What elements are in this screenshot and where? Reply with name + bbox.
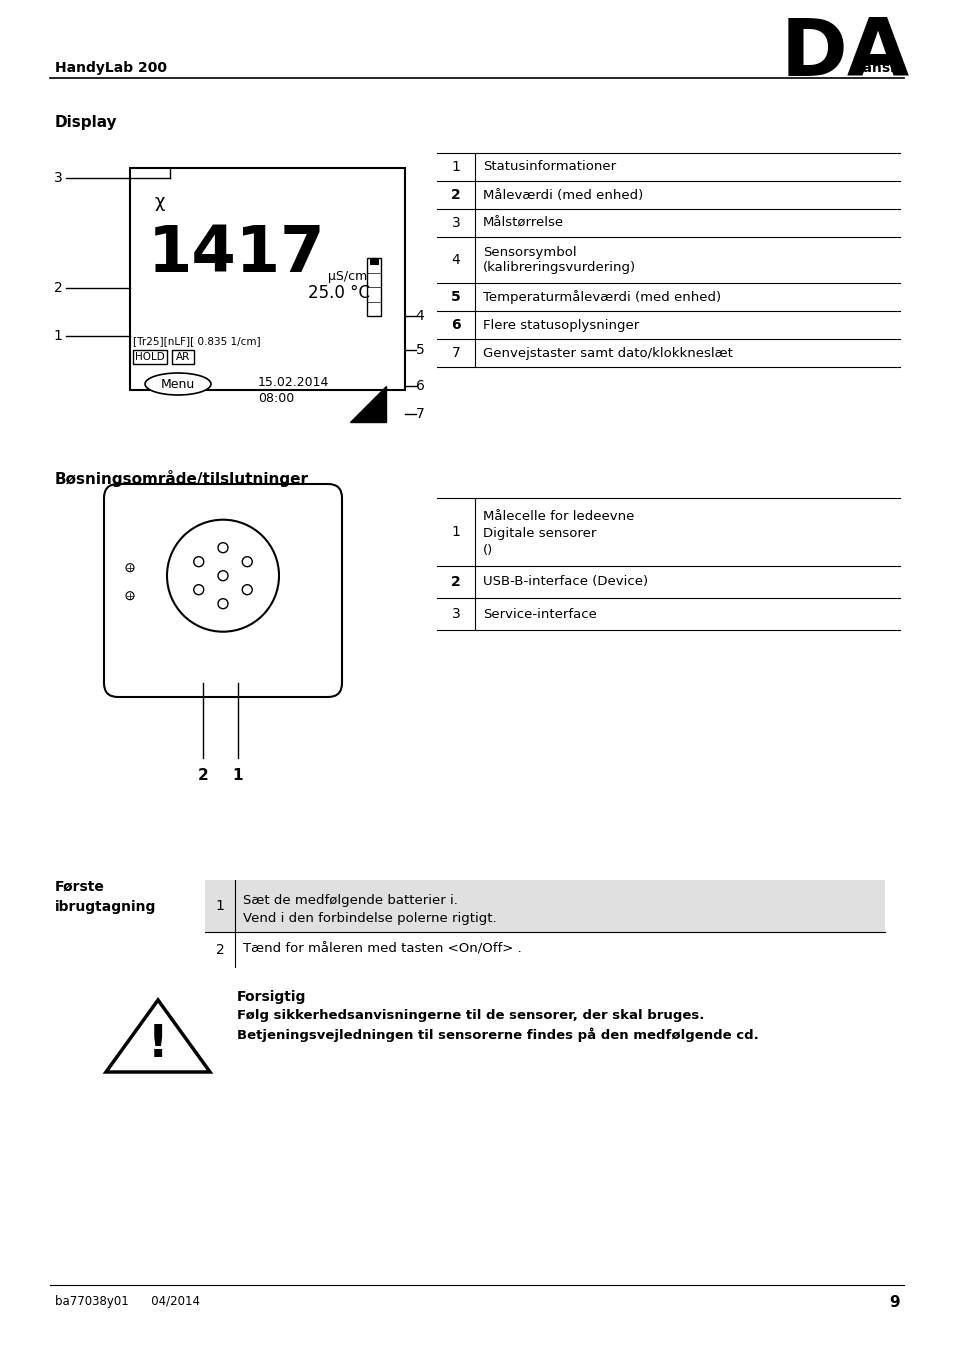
Circle shape	[242, 556, 252, 567]
Text: 1: 1	[451, 161, 460, 174]
Text: χ: χ	[154, 193, 165, 211]
Text: 2: 2	[451, 188, 460, 202]
Text: 4: 4	[416, 309, 424, 323]
Circle shape	[218, 543, 228, 552]
Ellipse shape	[145, 373, 211, 396]
Text: Temperaturmåleværdi (med enhed): Temperaturmåleværdi (med enhed)	[482, 290, 720, 304]
Bar	[205, 880, 884, 932]
Text: Følg sikkerhedsanvisningerne til de sensorer, der skal bruges.: Følg sikkerhedsanvisningerne til de sens…	[236, 1008, 703, 1022]
Text: DA: DA	[781, 15, 909, 93]
Circle shape	[193, 585, 204, 595]
Text: 1417: 1417	[148, 223, 325, 285]
Text: [Tr25][nLF][ 0.835 1/cm]: [Tr25][nLF][ 0.835 1/cm]	[132, 336, 260, 346]
Text: 2: 2	[197, 768, 208, 783]
Text: 2: 2	[215, 942, 224, 957]
Text: Sensorsymbol: Sensorsymbol	[482, 246, 576, 259]
Bar	[172, 350, 193, 365]
Polygon shape	[106, 1000, 210, 1072]
Text: (): ()	[482, 544, 493, 558]
Bar	[367, 258, 380, 316]
Text: 25.0 °C: 25.0 °C	[308, 284, 370, 302]
Text: Service-interface: Service-interface	[482, 608, 597, 621]
Text: 5: 5	[416, 343, 424, 356]
Circle shape	[167, 520, 278, 632]
Text: Menu: Menu	[161, 378, 195, 390]
Text: ba77038y01      04/2014: ba77038y01 04/2014	[55, 1295, 200, 1308]
Circle shape	[126, 564, 133, 571]
Text: 3: 3	[451, 608, 460, 621]
Text: 9: 9	[888, 1295, 899, 1309]
Text: Målstørrelse: Målstørrelse	[482, 216, 563, 230]
Text: HOLD: HOLD	[135, 352, 165, 362]
Text: Statusinformationer: Statusinformationer	[482, 161, 616, 174]
Text: 4: 4	[451, 252, 460, 267]
Text: 1: 1	[53, 329, 62, 343]
Text: Forsigtig: Forsigtig	[236, 990, 306, 1004]
Text: Vend i den forbindelse polerne rigtigt.: Vend i den forbindelse polerne rigtigt.	[243, 913, 497, 925]
Text: 1: 1	[233, 768, 243, 783]
Bar	[130, 167, 405, 390]
Circle shape	[126, 591, 133, 599]
Circle shape	[218, 571, 228, 580]
Text: USB-B-interface (Device): USB-B-interface (Device)	[482, 575, 647, 589]
Text: 2: 2	[53, 281, 62, 296]
Text: 6: 6	[451, 319, 460, 332]
Text: Bøsningsområde/tilslutninger: Bøsningsområde/tilslutninger	[55, 470, 309, 487]
Text: 6: 6	[416, 379, 424, 393]
Text: HandyLab 200: HandyLab 200	[55, 61, 167, 76]
FancyBboxPatch shape	[104, 485, 341, 697]
Text: 2: 2	[451, 575, 460, 589]
Circle shape	[242, 585, 252, 595]
Text: Måleværdi (med enhed): Måleværdi (med enhed)	[482, 189, 642, 201]
Text: Genvejstaster samt dato/klokkneslæt: Genvejstaster samt dato/klokkneslæt	[482, 347, 732, 359]
Text: 1: 1	[451, 525, 460, 539]
Text: Digitale sensorer: Digitale sensorer	[482, 526, 596, 540]
Text: AR: AR	[175, 352, 190, 362]
Text: μS/cm: μS/cm	[328, 270, 367, 284]
Text: 7: 7	[416, 406, 424, 421]
Text: !: !	[148, 1023, 168, 1066]
Text: 15.02.2014: 15.02.2014	[257, 377, 329, 389]
Text: 3: 3	[53, 171, 62, 185]
Text: 08:00: 08:00	[257, 392, 294, 405]
Text: Tænd for måleren med tasten <On/Off> .: Tænd for måleren med tasten <On/Off> .	[243, 944, 521, 956]
Text: Flere statusoplysninger: Flere statusoplysninger	[482, 319, 639, 332]
Text: 7: 7	[451, 346, 460, 360]
Text: 1: 1	[215, 899, 224, 913]
Circle shape	[193, 556, 204, 567]
Text: Første
ibrugtagning: Første ibrugtagning	[55, 880, 156, 914]
Bar	[132, 350, 167, 365]
Polygon shape	[350, 386, 386, 423]
Text: 3: 3	[451, 216, 460, 230]
Circle shape	[218, 598, 228, 609]
Text: (kalibreringsvurdering): (kalibreringsvurdering)	[482, 261, 636, 274]
Bar	[370, 258, 377, 265]
Text: Display: Display	[55, 115, 117, 130]
Text: Målecelle for ledeevne: Målecelle for ledeevne	[482, 510, 634, 522]
Text: Dansk: Dansk	[851, 61, 899, 76]
Text: Betjeningsvejledningen til sensorerne findes på den medfølgende cd.: Betjeningsvejledningen til sensorerne fi…	[236, 1027, 758, 1042]
Text: Sæt de medfølgende batterier i.: Sæt de medfølgende batterier i.	[243, 894, 457, 907]
Text: 5: 5	[451, 290, 460, 304]
